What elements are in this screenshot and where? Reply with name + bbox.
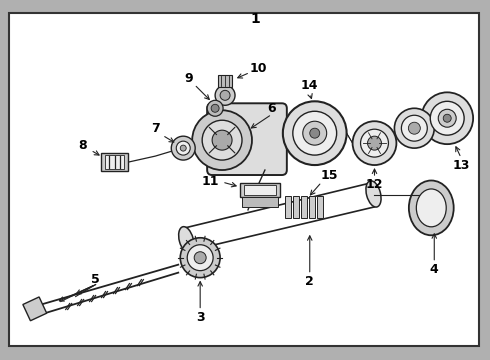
Circle shape [176,141,190,155]
Ellipse shape [409,180,454,235]
Circle shape [310,128,319,138]
Text: 8: 8 [78,139,87,152]
Circle shape [202,120,242,160]
Circle shape [421,92,473,144]
Circle shape [212,130,232,150]
Bar [293,196,299,218]
Circle shape [207,100,223,116]
Text: 9: 9 [184,72,193,85]
Ellipse shape [366,181,381,207]
Circle shape [408,122,420,134]
Circle shape [215,85,235,105]
Circle shape [194,252,206,264]
Ellipse shape [179,227,194,253]
Circle shape [180,145,186,151]
Bar [244,185,276,195]
Text: 7: 7 [151,122,160,135]
Bar [104,155,124,169]
Circle shape [180,238,220,278]
Circle shape [172,136,195,160]
Bar [301,196,307,218]
Text: 6: 6 [268,102,276,115]
Text: 5: 5 [91,273,100,286]
Circle shape [443,114,451,122]
Ellipse shape [416,189,446,227]
Circle shape [394,108,434,148]
Circle shape [220,90,230,100]
Text: 10: 10 [249,62,267,75]
Circle shape [361,129,389,157]
Bar [218,75,232,87]
Circle shape [187,245,213,271]
Circle shape [353,121,396,165]
Text: 15: 15 [321,168,339,181]
Circle shape [211,104,219,112]
FancyBboxPatch shape [207,103,287,175]
Circle shape [293,111,337,155]
Text: 12: 12 [366,179,383,192]
Bar [285,196,291,218]
Circle shape [401,115,427,141]
Text: 2: 2 [305,275,314,288]
Circle shape [438,109,456,127]
Circle shape [283,101,346,165]
Text: 13: 13 [452,158,470,172]
Circle shape [368,136,382,150]
Text: 3: 3 [196,311,204,324]
Circle shape [192,110,252,170]
Bar [240,183,280,197]
Text: 1: 1 [250,12,260,26]
Bar [317,196,323,218]
Bar [242,197,278,207]
Text: 11: 11 [201,175,219,189]
Bar [309,196,315,218]
Text: 4: 4 [430,263,439,276]
Circle shape [303,121,327,145]
Bar [23,297,47,321]
Text: 14: 14 [301,79,318,92]
Circle shape [430,101,464,135]
Bar [100,153,128,171]
